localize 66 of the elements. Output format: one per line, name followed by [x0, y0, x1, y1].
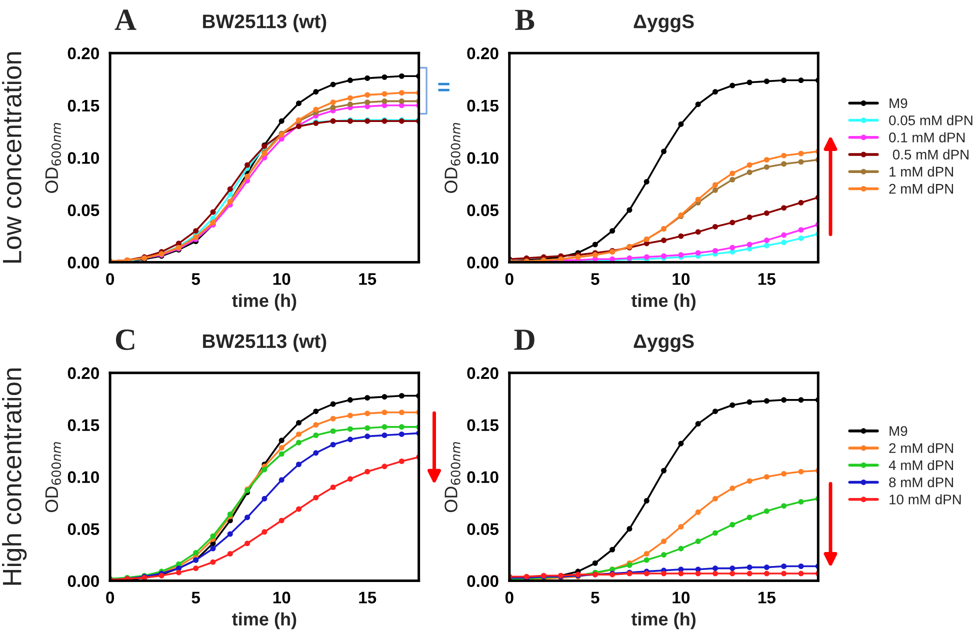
x-tick-label: 10: [672, 592, 690, 604]
y-tick-label: 0.15: [467, 100, 499, 112]
legend-label: M9: [890, 426, 908, 436]
legend-label: 4 mM dPN: [888, 460, 954, 470]
text: A: [114, 10, 136, 30]
x-axis-title: time (h): [631, 612, 696, 630]
x-tick-label: 0: [106, 273, 114, 285]
legend-label: 0.05 mM dPN: [889, 115, 972, 126]
y-tick-label: 0.10: [68, 152, 99, 164]
x-axis-title: time (h): [631, 294, 696, 311]
y-tick-label: 0.10: [467, 471, 498, 484]
y-axis-title: OD$_{600nm}$: [444, 442, 460, 512]
x-tick-label: 10: [273, 273, 290, 285]
y-tick-label: 0.15: [467, 419, 499, 432]
legend-label: 1 mM dPN: [890, 166, 954, 177]
y-tick-label: 0.00: [68, 256, 99, 268]
x-tick-label: 15: [758, 592, 776, 604]
x-tick-label: 15: [359, 273, 376, 285]
chart-title: ΔyggS: [634, 334, 694, 352]
x-tick-label: 10: [672, 273, 690, 285]
legend-label: 2 mM dPN: [889, 184, 954, 194]
text: =: [438, 82, 450, 92]
y-axis-title: OD$_{600nm}$: [45, 122, 62, 193]
text: High concentration: [2, 368, 27, 585]
y-tick-label: 0.05: [68, 204, 100, 216]
y-tick-label: 0.20: [68, 47, 99, 60]
chart-title: BW25113 (wt): [203, 14, 326, 32]
x-tick-label: 5: [192, 592, 200, 604]
x-axis-title: time (h): [232, 294, 296, 311]
x-tick-label: 10: [273, 592, 290, 604]
text: D: [514, 330, 534, 350]
legend-label: 8 mM dPN: [889, 477, 954, 488]
y-tick-label: 0.10: [467, 152, 498, 164]
y-tick-label: 0.10: [68, 471, 99, 484]
x-tick-label: 5: [192, 273, 200, 285]
x-tick-label: 5: [591, 592, 600, 604]
chart-title: ΔyggS: [634, 14, 694, 32]
x-tick-label: 15: [359, 592, 376, 604]
y-tick-label: 0.00: [467, 575, 498, 588]
y-tick-label: 0.15: [68, 419, 100, 432]
y-axis-title: OD$_{600nm}$: [444, 122, 460, 193]
legend-label: 0.5 mM dPN: [892, 149, 968, 160]
y-tick-label: 0.15: [68, 100, 100, 112]
y-axis-title: OD$_{600nm}$: [45, 442, 62, 512]
legend-label: M9: [890, 98, 908, 108]
x-tick-label: 5: [591, 273, 600, 285]
y-tick-label: 0.20: [467, 47, 498, 60]
y-tick-label: 0.05: [467, 204, 499, 216]
text: Low concentration: [2, 52, 22, 263]
x-tick-label: 0: [505, 273, 514, 285]
x-tick-label: 0: [106, 592, 114, 604]
y-tick-label: 0.05: [467, 523, 499, 536]
y-tick-label: 0.20: [467, 367, 498, 380]
x-tick-label: 0: [505, 592, 514, 604]
chart-title: BW25113 (wt): [203, 334, 326, 352]
y-tick-label: 0.00: [68, 575, 99, 588]
y-tick-label: 0.05: [68, 523, 100, 536]
y-tick-label: 0.20: [68, 367, 99, 380]
x-axis-title: time (h): [232, 612, 296, 630]
text: C: [116, 330, 134, 350]
legend-label: 10 mM dPN: [890, 494, 961, 504]
y-tick-label: 0.00: [467, 256, 498, 268]
legend-label: 0.1 mM dPN: [889, 132, 965, 142]
x-tick-label: 15: [758, 273, 776, 285]
text: B: [515, 10, 534, 30]
legend-label: 2 mM dPN: [889, 442, 954, 454]
